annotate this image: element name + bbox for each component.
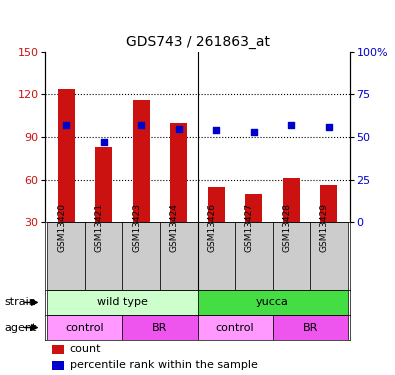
Bar: [47, 315, 122, 340]
Text: GSM13426: GSM13426: [207, 203, 216, 252]
Bar: [283, 178, 300, 222]
Text: GSM13427: GSM13427: [245, 203, 254, 252]
Point: [213, 127, 220, 133]
Bar: [133, 100, 150, 222]
Point: [175, 126, 182, 132]
Bar: [273, 222, 310, 290]
Text: GSM13429: GSM13429: [320, 203, 329, 252]
Text: GSM13428: GSM13428: [282, 203, 292, 252]
Bar: [235, 222, 273, 290]
Bar: [85, 222, 122, 290]
Bar: [58, 89, 75, 222]
Text: count: count: [70, 344, 101, 354]
Text: control: control: [66, 322, 104, 333]
Text: agent: agent: [4, 322, 36, 333]
Bar: [51, 361, 64, 370]
Text: wild type: wild type: [97, 297, 148, 307]
Bar: [198, 222, 235, 290]
Bar: [122, 222, 160, 290]
Bar: [245, 194, 262, 222]
Title: GDS743 / 261863_at: GDS743 / 261863_at: [126, 35, 269, 50]
Bar: [320, 185, 337, 222]
Bar: [47, 222, 85, 290]
Text: yucca: yucca: [256, 297, 289, 307]
Point: [138, 122, 144, 128]
Point: [288, 122, 295, 128]
Bar: [198, 290, 348, 315]
Text: GSM13420: GSM13420: [57, 203, 66, 252]
Point: [63, 122, 69, 128]
Point: [100, 139, 107, 145]
Bar: [198, 315, 273, 340]
Bar: [95, 147, 112, 222]
Text: BR: BR: [303, 322, 318, 333]
Point: [251, 129, 257, 135]
Bar: [160, 222, 198, 290]
Bar: [51, 345, 64, 354]
Text: GSM13424: GSM13424: [170, 203, 179, 252]
Bar: [208, 187, 225, 222]
Text: GSM13421: GSM13421: [95, 203, 103, 252]
Text: control: control: [216, 322, 254, 333]
Point: [326, 124, 332, 130]
Text: GSM13423: GSM13423: [132, 203, 141, 252]
Bar: [47, 290, 198, 315]
Text: strain: strain: [4, 297, 36, 307]
Bar: [310, 222, 348, 290]
Bar: [122, 315, 198, 340]
Bar: [273, 315, 348, 340]
Text: percentile rank within the sample: percentile rank within the sample: [70, 360, 258, 370]
Bar: [170, 123, 187, 222]
Text: BR: BR: [152, 322, 167, 333]
